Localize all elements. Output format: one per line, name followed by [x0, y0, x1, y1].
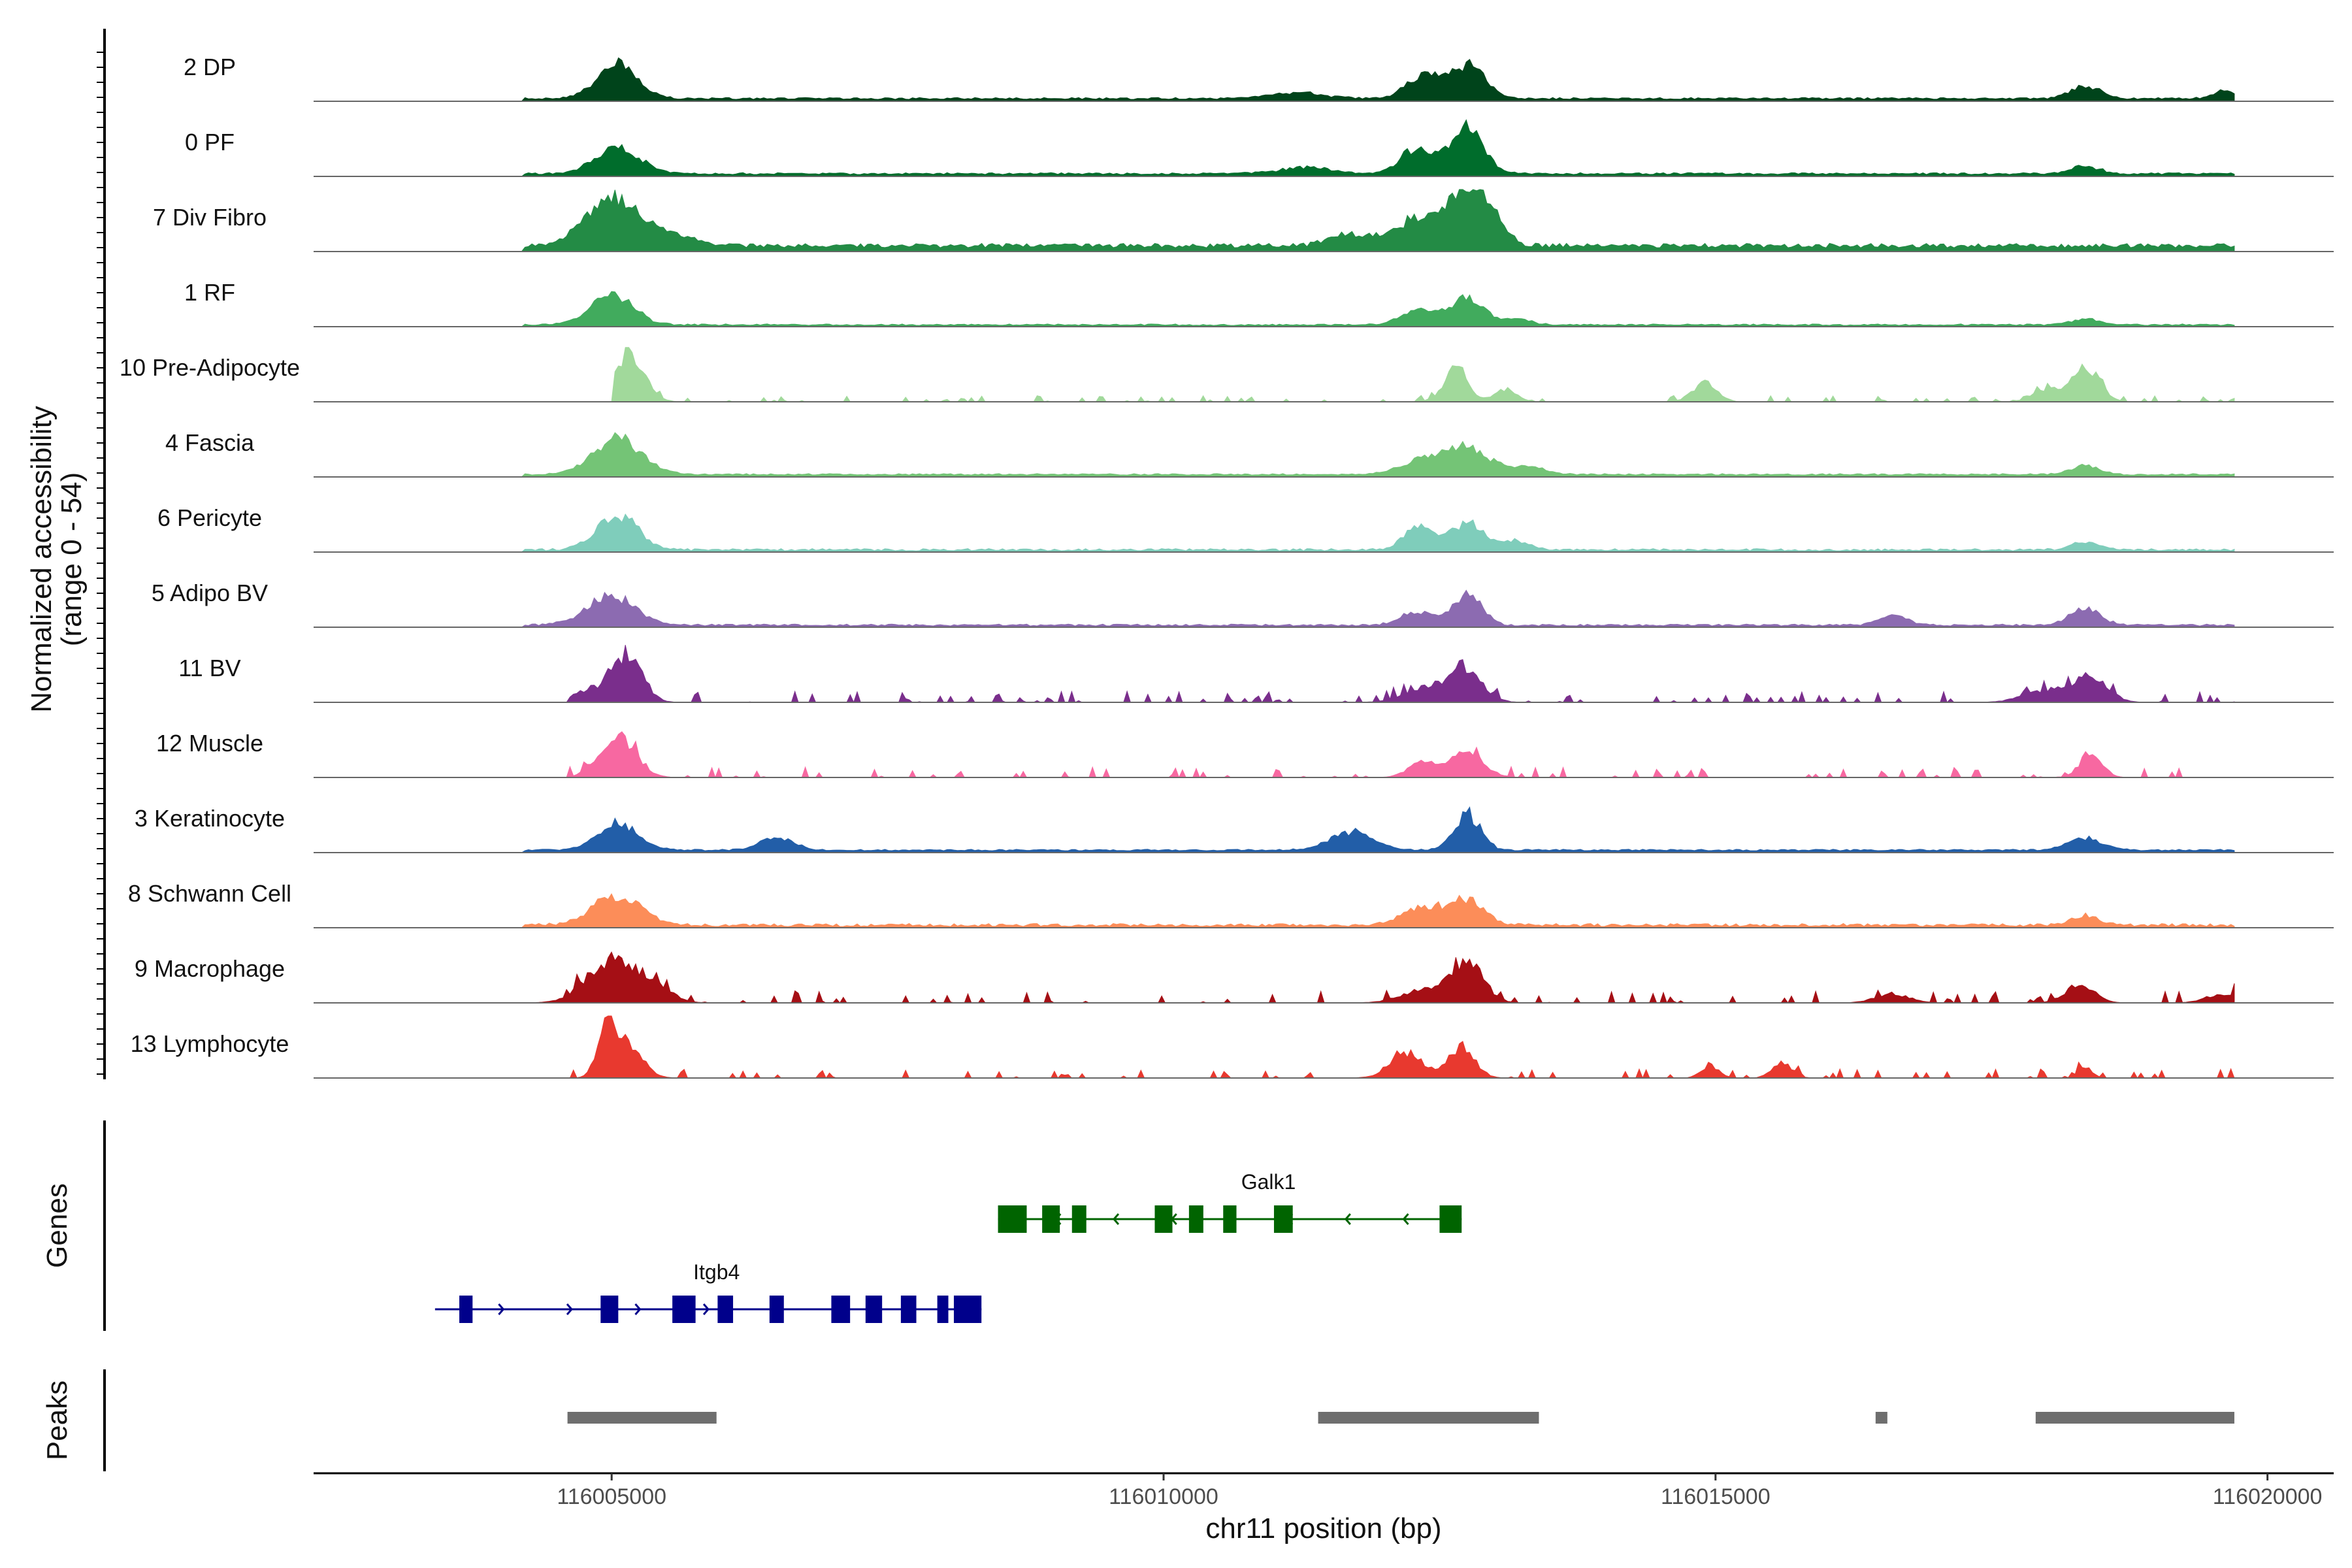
exon: [1154, 1205, 1173, 1233]
track-label: 6 Pericyte: [157, 504, 262, 531]
exon: [1223, 1205, 1237, 1233]
peak-region: [567, 1412, 717, 1424]
gene-itgb4: Itgb4: [434, 1260, 982, 1323]
track-2: 0 PF: [185, 119, 2334, 177]
genes-axis-title: Genes: [41, 1183, 73, 1268]
exon: [1273, 1205, 1293, 1233]
peak-track: [567, 1412, 2234, 1424]
track-label: 12 Muscle: [156, 730, 263, 757]
coverage-area: [434, 1015, 2235, 1079]
strand-arrow: [1402, 1213, 1409, 1225]
coverage-area: [434, 119, 2235, 177]
exon: [831, 1296, 851, 1323]
track-label: 4 Fascia: [165, 429, 255, 456]
strand-arrow: [498, 1303, 505, 1315]
gene-name-label: Galk1: [1241, 1170, 1296, 1194]
x-tick-label: 116005000: [557, 1484, 666, 1509]
coverage-area: [434, 189, 2235, 252]
track-6: 4 Fascia: [165, 429, 2334, 478]
y-axis-title-line1: Normalized accessibility: [25, 406, 57, 712]
track-5: 10 Pre-Adipocyte: [120, 347, 2334, 402]
x-tick-label: 116010000: [1109, 1484, 1218, 1509]
exon: [998, 1205, 1027, 1233]
track-label: 9 Macrophage: [135, 955, 285, 982]
peaks-axis-title: Peaks: [41, 1380, 73, 1460]
track-13: 9 Macrophage: [135, 951, 2334, 1004]
track-label: 2 DP: [184, 54, 236, 80]
exon: [937, 1296, 949, 1323]
coverage-area: [434, 513, 2235, 553]
x-axis-title: chr11 position (bp): [1205, 1512, 1441, 1544]
peak-region: [1318, 1412, 1539, 1424]
exon: [1188, 1205, 1203, 1233]
track-11: 3 Keratinocyte: [135, 805, 2334, 853]
exon: [865, 1296, 883, 1323]
track-label: 5 Adipo BV: [152, 580, 268, 606]
strand-arrow: [634, 1303, 642, 1315]
coverage-area: [434, 893, 2235, 928]
peak-region: [1875, 1412, 1887, 1424]
track-label: 10 Pre-Adipocyte: [120, 354, 300, 381]
track-label: 13 Lymphocyte: [131, 1030, 289, 1057]
coverage-area: [434, 951, 2235, 1004]
track-12: 8 Schwann Cell: [128, 880, 2334, 928]
exon: [600, 1296, 619, 1323]
track-label: 7 Div Fibro: [153, 204, 267, 231]
strand-arrow: [566, 1303, 573, 1315]
x-axis-ticks: 116005000 116010000 116015000 116020000: [557, 1473, 2322, 1509]
x-tick-label: 116015000: [1661, 1484, 1771, 1509]
exon: [953, 1296, 982, 1323]
x-tick-label: 116020000: [2213, 1484, 2323, 1509]
coverage-area: [434, 347, 2235, 402]
track-3: 7 Div Fibro: [153, 189, 2334, 252]
track-label: 8 Schwann Cell: [128, 880, 291, 907]
gene-name-label: Itgb4: [693, 1260, 740, 1284]
coverage-area: [434, 291, 2235, 327]
coverage-area: [434, 806, 2235, 853]
exon: [1439, 1205, 1462, 1233]
exon: [1071, 1205, 1086, 1233]
track-14: 13 Lymphocyte: [131, 1015, 2334, 1079]
coverage-area: [434, 432, 2235, 478]
track-10: 12 Muscle: [156, 730, 2334, 779]
track-7: 6 Pericyte: [157, 504, 2334, 553]
track-4: 1 RF: [184, 279, 2334, 327]
track-9: 11 BV: [178, 645, 2334, 704]
track-label: 11 BV: [178, 655, 240, 681]
gene-galk1: Galk1: [998, 1170, 1462, 1233]
exon: [769, 1296, 784, 1323]
coverage-area: [434, 645, 2235, 704]
strand-arrow: [702, 1303, 710, 1315]
coverage-tracks: 2 DP 0 PF 7 Div Fibro 1 RF 10 Pre-Adipocyte 4…: [120, 54, 2334, 1079]
coverage-area: [434, 57, 2235, 102]
peak-region: [2035, 1412, 2234, 1424]
track-label: 1 RF: [184, 279, 235, 306]
track-label: 3 Keratinocyte: [135, 805, 285, 832]
gene-annotation-track: Galk1 Itgb4: [434, 1170, 1462, 1323]
exon: [459, 1296, 473, 1323]
track-1: 2 DP: [184, 54, 2334, 102]
exon: [900, 1296, 917, 1323]
exon: [717, 1296, 734, 1323]
coverage-area: [434, 589, 2235, 628]
coverage-area: [434, 731, 2234, 779]
y-axis-title-line2: (range 0 - 54): [56, 472, 88, 647]
exon: [1042, 1205, 1060, 1233]
exon: [672, 1296, 696, 1323]
track-label: 0 PF: [185, 129, 235, 155]
track-8: 5 Adipo BV: [152, 580, 2334, 628]
strand-arrow: [1112, 1213, 1120, 1225]
accessibility-y-axis: [97, 29, 106, 1079]
strand-arrow: [1344, 1213, 1351, 1225]
